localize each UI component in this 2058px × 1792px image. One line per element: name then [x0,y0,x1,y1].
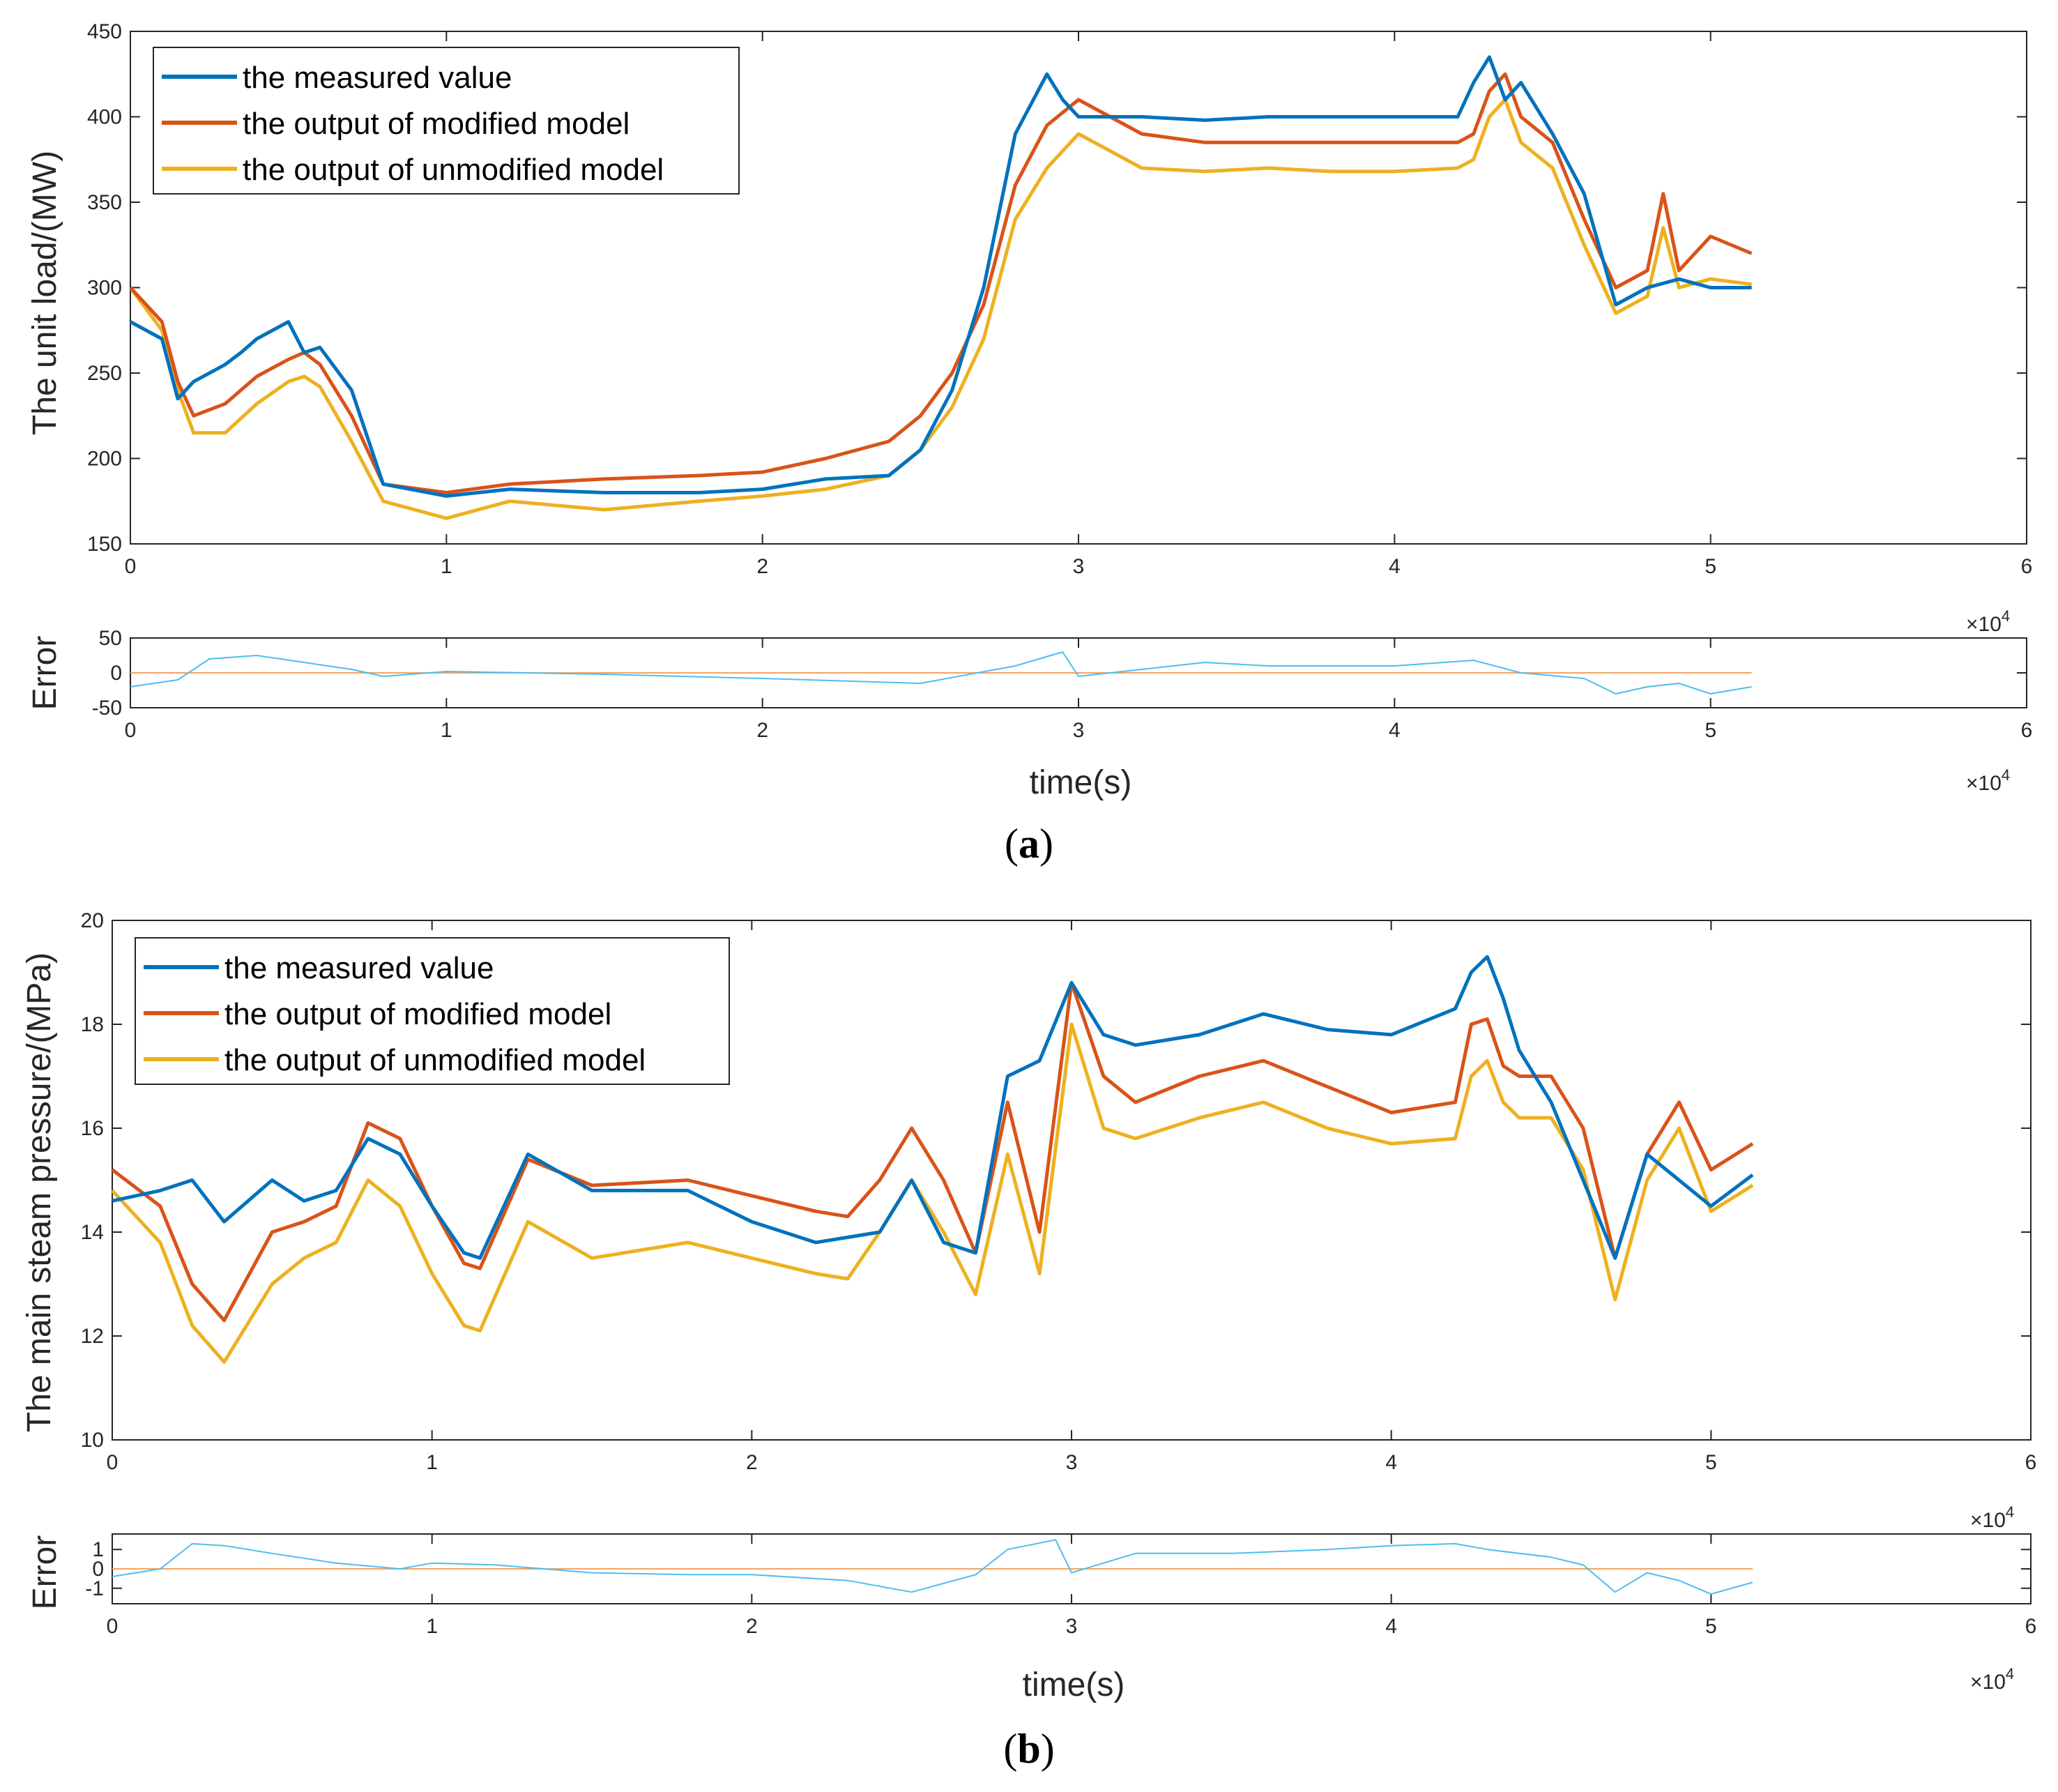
xtick-label-b-error-3: 3 [1066,1615,1078,1638]
xtick-label-a-error-3: 3 [1073,719,1085,742]
xtick-label-a-error-6: 6 [2021,719,2033,742]
xtick-label-b-main-4: 4 [1385,1451,1397,1474]
caption-a: (a) [1005,821,1053,867]
panel-b-main-axes: The main steam pressure/(MPa) 0 1 2 3 4 5 6101… [21,909,2036,1474]
panel-b-exp-power: 4 [2006,1503,2014,1521]
xtick-label-a-main-2: 2 [756,555,768,578]
panel-a-legend: the measured value the output of modifie… [153,47,740,195]
ytick-label-b-error-2: 1 [92,1538,104,1561]
ytick-label-a-main-5: 400 [87,106,122,129]
panel-b-error-ylabel: Error [26,1535,63,1610]
caption-a-letter: a [1019,821,1039,867]
ytick-label-a-main-0: 150 [87,533,122,556]
ytick-label-b-main-2: 14 [81,1221,104,1244]
ytick-label-a-error-0: -50 [92,697,122,720]
panel-a-error-exp-base: 10 [1979,772,2002,795]
xtick-label-b-error-4: 4 [1385,1615,1397,1638]
ytick-label-a-main-6: 450 [87,20,122,43]
xtick-label-a-main-6: 6 [2021,555,2033,578]
panel-a-error-ylabel: Error [26,636,63,711]
xtick-label-b-main-5: 5 [1705,1451,1717,1474]
series-line-b-error-error [112,1539,1753,1595]
panel-b-error-exp-power: 4 [2006,1665,2014,1683]
xtick-label-a-error-1: 1 [441,719,452,742]
panel-b-legend: the measured value the output of modifie… [135,937,730,1085]
xtick-label-a-main-0: 0 [125,555,137,578]
ytick-label-a-error-2: 50 [99,627,122,650]
ytick-label-a-main-2: 250 [87,362,122,385]
xtick-label-b-error-6: 6 [2025,1615,2037,1638]
series-line-a-main-the-output-of-modified-model [129,72,1753,494]
ytick-label-b-error-0: -1 [85,1577,104,1600]
xtick-label-b-error-5: 5 [1705,1615,1717,1638]
panel-b-error-axes: Error time(s) 0 1 2 3 4 5 6-101 [26,1533,2037,1703]
xtick-label-a-main-3: 3 [1073,555,1085,578]
legend-b-modified-label: the output of modified model [224,997,611,1031]
ytick-label-a-error-1: 0 [110,662,122,685]
xtick-label-a-error-5: 5 [1705,719,1716,742]
ytick-label-b-main-0: 10 [81,1429,104,1452]
legend-b-unmodified-label: the output of unmodified model [224,1043,646,1077]
panel-b-xlabel: time(s) [1023,1666,1125,1703]
legend-a-measured-label: the measured value [243,61,512,95]
ytick-label-a-main-3: 300 [87,277,122,300]
xtick-label-b-main-1: 1 [426,1451,438,1474]
ytick-label-b-main-5: 20 [81,909,104,932]
series-line-a-main-the-measured-value [129,55,1752,498]
panel-b-exp-base: 10 [1983,1509,2006,1532]
ytick-label-b-main-3: 16 [81,1117,104,1140]
panel-a-main-axes: The unit load/(MW) 0 1 2 3 4 5 6 150 200 250 300 35… [26,20,2032,578]
xtick-label-a-error-0: 0 [125,719,137,742]
xtick-label-a-main-5: 5 [1705,555,1716,578]
xtick-label-b-error-1: 1 [426,1615,438,1638]
panel-b-error-exp-base: 10 [1983,1671,2006,1694]
ytick-label-b-main-4: 18 [81,1013,104,1036]
panel-a-exp-power: 4 [2002,607,2010,625]
caption-b: (b) [1003,1726,1054,1772]
xtick-label-a-error-4: 4 [1389,719,1401,742]
series-line-a-error-error [130,651,1752,694]
xtick-label-b-main-0: 0 [107,1451,119,1474]
legend-a-modified-label: the output of modified model [243,107,630,141]
series-line-a-main-the-output-of-unmodified-model [128,98,1752,520]
xtick-label-a-main-1: 1 [441,555,452,578]
ytick-label-a-main-4: 350 [87,191,122,214]
xtick-label-b-error-0: 0 [107,1615,119,1638]
ytick-label-a-main-1: 200 [87,448,122,471]
legend-b-measured-label: the measured value [224,951,494,985]
xtick-label-b-main-2: 2 [746,1451,758,1474]
xtick-label-b-error-2: 2 [746,1615,758,1638]
panel-a-error-exp-power: 4 [2002,766,2010,784]
xtick-label-a-main-4: 4 [1389,555,1401,578]
xtick-label-b-main-3: 3 [1066,1451,1078,1474]
caption-b-letter: b [1017,1726,1040,1772]
panel-a-xlabel: time(s) [1030,764,1132,801]
series-line-b-main-the-output-of-unmodified-model [111,1022,1754,1364]
xtick-label-b-main-6: 6 [2025,1451,2037,1474]
panel-b-ylabel: The main steam pressure/(MPa) [21,952,58,1432]
series-line-b-main-the-measured-value [112,955,1754,1260]
xtick-label-a-error-2: 2 [756,719,768,742]
ytick-label-b-main-1: 12 [81,1325,104,1348]
panel-a-ylabel: The unit load/(MW) [26,151,63,435]
panel-a-exp-base: 10 [1979,613,2002,636]
legend-a-unmodified-label: the output of unmodified model [243,153,664,187]
ytick-label-b-error-1: 0 [92,1558,104,1581]
